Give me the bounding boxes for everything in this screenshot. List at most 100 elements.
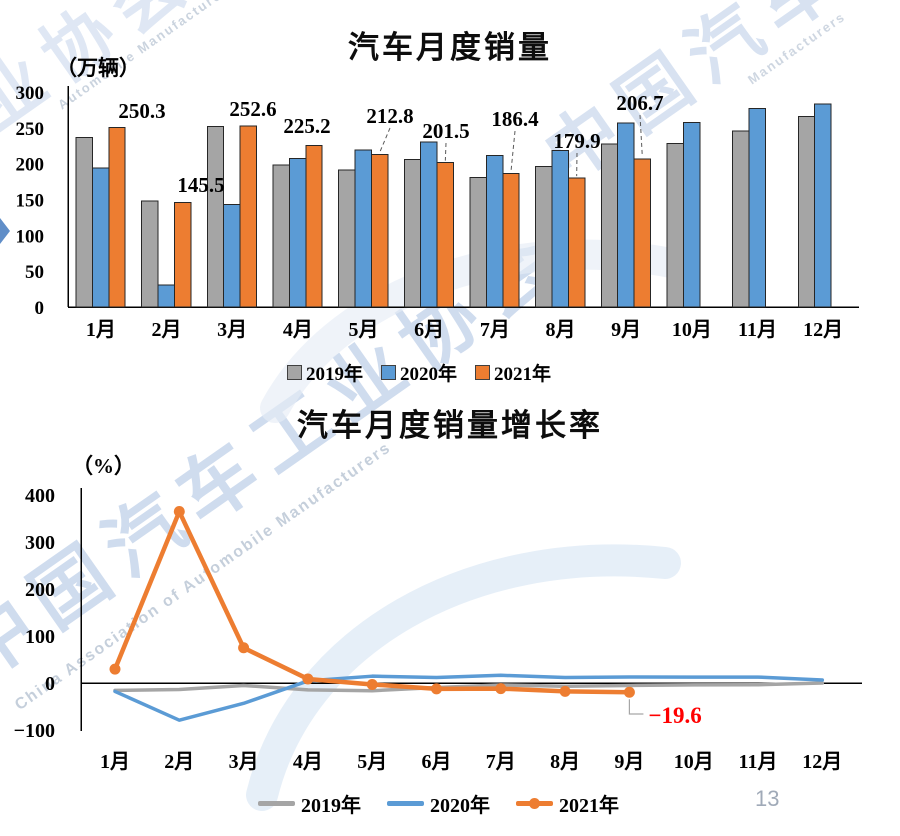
bar-2021年-1月 xyxy=(108,127,126,308)
bar-2019年-4月 xyxy=(272,164,290,308)
line-x-category-label: 3月 xyxy=(229,751,259,773)
bar-x-category-label: 5月 xyxy=(349,319,379,341)
bar-2020年-2月 xyxy=(157,284,175,308)
growth-line-marker xyxy=(302,673,314,685)
bar-x-category-label: 7月 xyxy=(480,319,510,341)
bar-2020年-4月 xyxy=(288,158,307,308)
bar-2021年-3月 xyxy=(239,125,258,308)
legend-swatch-2020年 xyxy=(381,365,397,380)
line-x-category-label: 7月 xyxy=(486,751,516,773)
watermark-logo-swoosh-bottom xyxy=(246,544,681,811)
legend-label: 2021年 xyxy=(494,364,552,385)
bar-2021年-6月 xyxy=(436,162,455,308)
line-x-category-label: 11月 xyxy=(739,751,778,773)
bar-2021年-8月 xyxy=(567,177,586,308)
bar-2019年-11月 xyxy=(732,130,750,308)
bar-2020年-9月 xyxy=(617,122,635,308)
legend-swatch-2019年 xyxy=(287,365,302,380)
bar-2021年-7月 xyxy=(502,172,520,308)
bar-chart-unit-label: （万辆） xyxy=(56,56,140,80)
bar-2019年-6月 xyxy=(403,159,422,308)
bar-label-leader xyxy=(444,142,447,161)
line-y-tick-label: 400 xyxy=(25,485,55,507)
bar-y-tick-label: 250 xyxy=(16,119,45,140)
legend-marker-dot xyxy=(529,798,540,809)
bar-2020年-1月 xyxy=(91,167,110,308)
legend-label: 2020年 xyxy=(400,364,458,385)
bar-2019年-8月 xyxy=(535,166,553,308)
bar-y-tick-label: 0 xyxy=(35,298,45,319)
growth-line-marker xyxy=(173,506,185,518)
bar-2020年-8月 xyxy=(551,149,569,308)
legend-line-sample-2020年 xyxy=(387,801,424,806)
line-chart-title: 汽车月度销量增长率 xyxy=(297,408,603,443)
legend-item-2021年: 2021年 xyxy=(516,789,619,818)
bar-x-category-label: 10月 xyxy=(672,319,712,341)
bar-value-label: 145.5 xyxy=(177,173,224,197)
bar-chart-legend: 2019年 2020年 2021年 xyxy=(287,359,551,386)
bar-label-leader xyxy=(510,130,516,172)
growth-line-2020年 xyxy=(113,673,825,722)
line-x-category-label: 1月 xyxy=(100,751,130,773)
growth-line-marker xyxy=(559,685,571,697)
bar-value-label: 206.7 xyxy=(616,91,663,115)
bar-2019年-1月 xyxy=(75,136,93,308)
bar-chart-title: 汽车月度销量 xyxy=(348,30,552,65)
bar-x-category-label: 6月 xyxy=(414,319,444,341)
legend-label: 2019年 xyxy=(306,364,364,385)
line-x-category-label: 2月 xyxy=(164,751,194,773)
bar-2019年-5月 xyxy=(338,169,356,308)
bar-x-category-label: 2月 xyxy=(152,319,182,341)
annotation-label: −19.6 xyxy=(648,703,701,728)
bar-2020年-11月 xyxy=(748,107,766,308)
annotation-leader xyxy=(628,699,644,715)
bar-2019年-2月 xyxy=(141,200,159,308)
line-y-tick-label: 0 xyxy=(45,673,55,695)
bar-y-tick-label: 200 xyxy=(16,155,45,176)
bar-value-label: 179.9 xyxy=(553,129,600,153)
bar-x-category-label: 8月 xyxy=(546,319,576,341)
bar-2020年-7月 xyxy=(485,155,504,308)
bar-y-tick-label: 100 xyxy=(16,226,45,247)
bar-value-label: 186.4 xyxy=(491,107,539,131)
bar-2020年-3月 xyxy=(223,204,241,308)
bar-value-label: 212.8 xyxy=(366,104,413,128)
line-x-category-label: 5月 xyxy=(357,751,387,773)
bar-2019年-7月 xyxy=(469,176,487,308)
line-x-category-label: 9月 xyxy=(614,751,644,773)
growth-line-marker xyxy=(109,663,121,675)
line-y-tick-label: 300 xyxy=(25,532,55,554)
bar-y-tick-label: 300 xyxy=(16,83,45,104)
growth-line-marker xyxy=(366,678,378,690)
legend-item-2021年: 2021年 xyxy=(475,359,551,386)
bar-value-label: 201.5 xyxy=(422,119,469,143)
bar-2021年-4月 xyxy=(305,145,323,308)
legend-item-2020年: 2020年 xyxy=(381,359,457,386)
growth-line-marker xyxy=(623,686,635,698)
legend-item-2020年: 2020年 xyxy=(387,789,490,818)
bar-x-category-label: 12月 xyxy=(803,319,843,341)
bar-value-label: 250.3 xyxy=(118,99,165,123)
bar-x-category-label: 4月 xyxy=(283,319,313,341)
bar-label-leader xyxy=(639,114,643,157)
bar-y-tick-label: 150 xyxy=(16,191,45,212)
legend-label: 2020年 xyxy=(430,795,490,817)
legend-item-2019年: 2019年 xyxy=(258,789,361,818)
legend-line-sample-2019年 xyxy=(258,801,295,806)
growth-line-marker xyxy=(431,683,442,695)
bar-2019年-10月 xyxy=(666,142,684,308)
bar-x-category-label: 9月 xyxy=(611,319,641,341)
bar-2021年-2月 xyxy=(173,202,192,308)
line-chart-unit-label: （%） xyxy=(72,454,135,478)
line-x-category-label: 10月 xyxy=(674,751,714,773)
growth-line-2021年 xyxy=(112,509,632,695)
bar-2020年-12月 xyxy=(814,103,832,308)
page-number: 13 xyxy=(755,786,780,811)
bar-2021年-9月 xyxy=(633,158,652,308)
legend-item-2019年: 2019年 xyxy=(287,359,363,386)
bar-2020年-10月 xyxy=(682,122,701,308)
bar-x-category-label: 1月 xyxy=(86,319,116,341)
legend-swatch-2021年 xyxy=(475,365,491,380)
bar-value-label: 252.6 xyxy=(229,97,276,121)
